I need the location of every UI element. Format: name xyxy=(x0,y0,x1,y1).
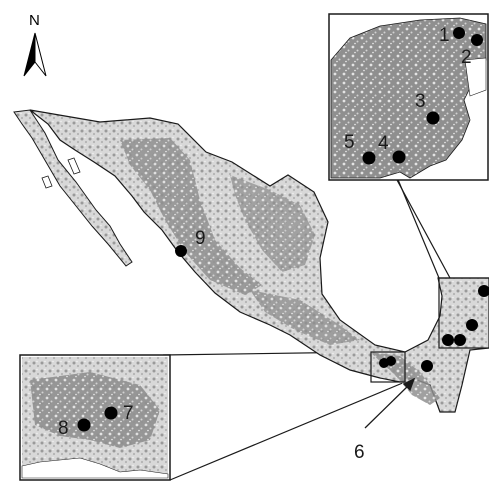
south-extent-box xyxy=(370,351,406,383)
north-arrow-icon xyxy=(23,32,36,77)
label-site-9: 9 xyxy=(195,228,206,249)
main-point-yucatan-4 xyxy=(454,334,466,346)
main-map-points xyxy=(175,245,489,372)
main-point-site-6 xyxy=(421,360,433,372)
label-site-5: 5 xyxy=(344,132,355,153)
inset-point-site-5 xyxy=(362,151,376,165)
label-site-2: 2 xyxy=(461,47,472,68)
north-arrow: N xyxy=(23,12,47,77)
inset-point-site-3 xyxy=(426,111,440,125)
chiapas-inset: 7 8 xyxy=(19,354,171,481)
main-point-yucatan-2 xyxy=(466,319,478,331)
label-site-6: 6 xyxy=(354,442,365,463)
main-point-chiapas-2 xyxy=(386,356,396,366)
yucatan-inset: 1 2 3 4 5 xyxy=(328,13,489,181)
inset-point-site-2 xyxy=(471,34,483,46)
inset-point-site-1 xyxy=(453,27,465,39)
yucatan-extent-box xyxy=(438,277,489,349)
inset-point-site-4 xyxy=(392,150,406,164)
main-point-site-9 xyxy=(175,245,187,257)
main-point-yucatan-1 xyxy=(478,285,489,297)
label-site-8: 8 xyxy=(58,418,69,439)
main-point-yucatan-3 xyxy=(442,334,454,346)
site-6-arrow xyxy=(364,377,416,429)
gulf-islands xyxy=(41,157,81,189)
label-site-3: 3 xyxy=(415,91,426,112)
north-letter: N xyxy=(29,12,40,29)
baja-california xyxy=(13,109,133,267)
label-site-4: 4 xyxy=(378,133,389,154)
inset-point-site-7 xyxy=(104,406,118,420)
inset-point-site-8 xyxy=(77,418,91,432)
label-site-1: 1 xyxy=(439,25,450,46)
label-site-7: 7 xyxy=(123,403,134,424)
